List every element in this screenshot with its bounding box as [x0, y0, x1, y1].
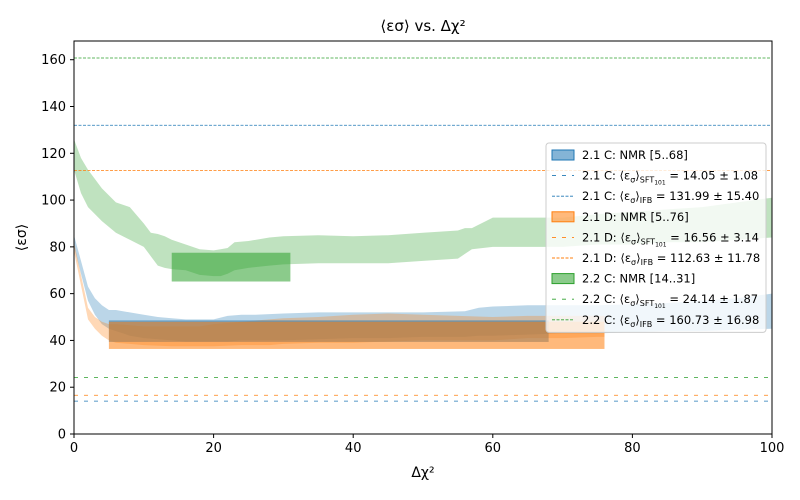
- y-tick-label: 60: [49, 287, 66, 302]
- chart-title: ⟨εσ⟩ vs. Δχ²: [380, 17, 465, 35]
- x-tick-label: 0: [70, 441, 78, 456]
- legend: 2.1 C: NMR [5..68] 2.1 C: ⟨εσ⟩SFT101 = 14…: [545, 142, 767, 333]
- legend-entry: 2.1 D: ⟨εσ⟩IFB = 112.63 ± 11.78: [552, 251, 760, 267]
- y-tick-label: 40: [49, 334, 66, 349]
- x-tick-label: 60: [485, 441, 502, 456]
- legend-entry: 2.1 C: NMR [5..68]: [551, 148, 688, 162]
- legend-label: 2.2 C: ⟨εσ⟩IFB = 160.73 ± 16.98: [582, 313, 759, 329]
- x-axis-label: Δχ²: [411, 465, 434, 481]
- nmr-box-orange: [108, 321, 605, 349]
- legend-entry: 2.1 C: ⟨εσ⟩SFT101 = 14.05 ± 1.08: [552, 169, 758, 187]
- legend-label: 2.2 C: NMR [14..31]: [582, 272, 695, 286]
- x-tick-label: 40: [345, 441, 362, 456]
- legend-swatch: [551, 149, 575, 161]
- y-tick-label: 80: [49, 240, 66, 255]
- y-axis-ticks: 0 20 40 60 80 100 120 140 160: [41, 53, 74, 443]
- y-tick-label: 100: [41, 194, 66, 209]
- legend-entry: 2.1 D: NMR [5..76]: [551, 210, 689, 224]
- y-tick-label: 120: [41, 147, 66, 162]
- legend-label: 2.1 C: ⟨εσ⟩SFT101 = 14.05 ± 1.08: [582, 169, 758, 187]
- legend-label: 2.1 C: ⟨εσ⟩IFB = 131.99 ± 15.40: [582, 189, 759, 205]
- legend-entry: 2.1 D: ⟨εσ⟩SFT101 = 16.56 ± 3.14: [552, 230, 759, 248]
- legend-entry: 2.1 C: ⟨εσ⟩IFB = 131.99 ± 15.40: [552, 189, 759, 205]
- x-tick-label: 20: [205, 441, 222, 456]
- legend-label: 2.2 C: ⟨εσ⟩SFT101 = 24.14 ± 1.87: [582, 292, 758, 310]
- boxes-layer: [108, 252, 605, 349]
- legend-label: 2.1 D: ⟨εσ⟩SFT101 = 16.56 ± 3.14: [582, 230, 759, 248]
- axes-frame: [73, 40, 773, 435]
- nmr-box-green: [171, 252, 291, 282]
- legend-label: 2.1 D: NMR [5..76]: [582, 210, 689, 224]
- legend-label: 2.1 C: NMR [5..68]: [582, 148, 688, 162]
- y-axis-label: ⟨εσ⟩: [14, 224, 30, 251]
- x-axis-ticks: 0 20 40 60 80 100: [70, 434, 785, 456]
- band-orange: [74, 242, 605, 347]
- x-tick-label: 80: [624, 441, 641, 456]
- plot-frame: [73, 40, 773, 435]
- legend-entry: 2.2 C: ⟨εσ⟩SFT101 = 24.14 ± 1.87: [552, 292, 758, 310]
- legend-box: [545, 142, 767, 333]
- y-tick-label: 20: [49, 381, 66, 396]
- legend-swatch: [551, 273, 575, 285]
- legend-label: 2.1 D: ⟨εσ⟩IFB = 112.63 ± 11.78: [582, 251, 760, 267]
- legend-entry: 2.2 C: ⟨εσ⟩IFB = 160.73 ± 16.98: [552, 313, 759, 329]
- x-tick-label: 100: [760, 441, 785, 456]
- y-tick-label: 0: [58, 428, 66, 443]
- y-tick-label: 160: [41, 53, 66, 68]
- legend-swatch: [551, 211, 575, 223]
- legend-entry: 2.2 C: NMR [14..31]: [551, 272, 695, 286]
- y-tick-label: 140: [41, 100, 66, 115]
